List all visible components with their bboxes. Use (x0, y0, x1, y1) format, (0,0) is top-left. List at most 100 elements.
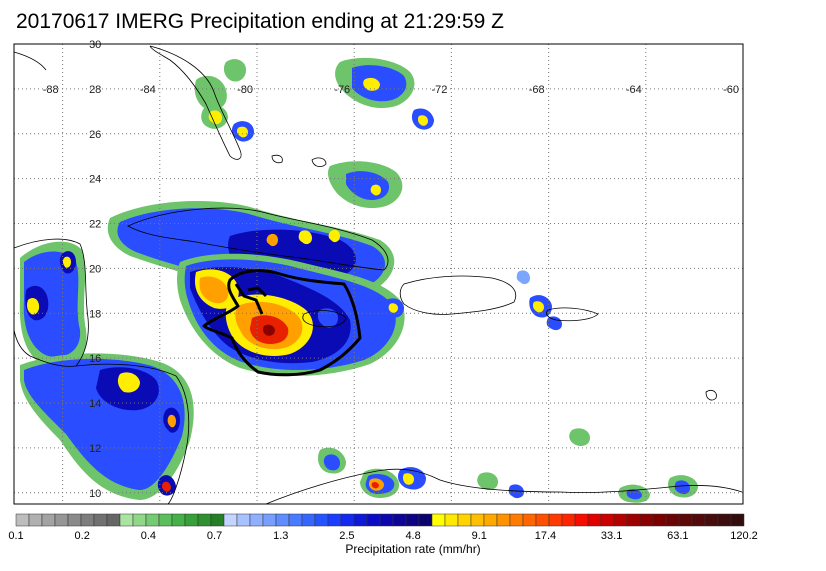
colorbar-swatch (210, 513, 225, 527)
lat-tick-labels: 30 28 26 24 22 20 18 16 14 12 10 (89, 39, 101, 500)
precip-cell (674, 480, 690, 495)
precip-cell (323, 454, 340, 471)
colorbar-label: 120.2 (730, 530, 758, 542)
lat-tick-label: 22 (89, 219, 101, 231)
colorbar-swatch (691, 513, 706, 527)
lat-tick-label: 24 (89, 174, 101, 186)
colorbar-label: 2.5 (339, 530, 354, 542)
precip-cell (370, 184, 381, 196)
colorbar-swatch (145, 513, 160, 527)
coastline-central-america (75, 363, 190, 505)
colorbar-swatch (405, 513, 420, 527)
colorbar-swatch (314, 513, 329, 527)
colorbar-swatch (379, 513, 394, 527)
colorbar-swatch (470, 513, 485, 527)
colorbar-swatch (54, 513, 69, 527)
precip-cell (194, 75, 227, 111)
colorbar-swatch (106, 513, 121, 527)
lon-tick-label: -72 (431, 84, 447, 96)
colorbar-swatch (522, 513, 537, 527)
precip-cell (62, 256, 71, 268)
precip-cell (626, 489, 642, 500)
colorbar-label: 4.8 (405, 530, 420, 542)
lat-tick-label: 18 (89, 308, 101, 320)
precipitation-field (19, 57, 698, 503)
coastlines (13, 45, 743, 505)
colorbar-swatch (392, 513, 407, 527)
lon-tick-label: -68 (529, 84, 545, 96)
colorbar-swatch (717, 513, 732, 527)
colorbar-swatch (678, 513, 693, 527)
colorbar-swatch (353, 513, 368, 527)
precip-cell (417, 115, 428, 126)
colorbar-swatch (548, 513, 563, 527)
precip-cell (388, 303, 398, 313)
lat-tick-label: 30 (89, 39, 101, 51)
colorbar-swatch (327, 513, 342, 527)
lon-tick-label: -88 (43, 84, 59, 96)
colorbar-swatch (197, 513, 212, 527)
precip-cell (117, 372, 140, 393)
lon-tick-label: -76 (334, 84, 350, 96)
colorbar-label: 1.3 (273, 530, 288, 542)
colorbar-swatch (652, 513, 667, 527)
colorbar-swatch (249, 513, 264, 527)
precip-cell (298, 230, 312, 245)
precip-cell (262, 324, 275, 336)
precip-cell (236, 126, 248, 138)
colorbar-label: 0.4 (141, 530, 156, 542)
colorbar-swatch (704, 513, 719, 527)
colorbar-swatch (639, 513, 654, 527)
coastline-mexico-north (13, 51, 47, 71)
precip-cell (23, 251, 81, 357)
precip-cell (161, 481, 171, 492)
colorbar-swatch (184, 513, 199, 527)
coastline-hispaniola (399, 275, 517, 315)
map-frame (13, 43, 744, 505)
lon-tick-label: -60 (723, 84, 739, 96)
colorbar-swatch (418, 513, 433, 527)
colorbar-swatch (340, 513, 355, 527)
colorbar-swatch (158, 513, 173, 527)
precip-cell (167, 414, 176, 428)
precip-cell (371, 481, 379, 489)
page-title: 20170617 IMERG Precipitation ending at 2… (16, 10, 504, 33)
colorbar-swatch (119, 513, 134, 527)
colorbar-label: 0.1 (8, 530, 23, 542)
colorbar-swatch (171, 513, 186, 527)
colorbar-swatch (444, 513, 459, 527)
storm-track (234, 283, 268, 315)
colorbar-swatch (15, 513, 30, 527)
precip-cell (208, 110, 222, 125)
colorbar-swatch (535, 513, 550, 527)
colorbar-swatch (483, 513, 498, 527)
colorbar-swatch (509, 513, 524, 527)
coastline-cuba (127, 207, 389, 271)
colorbar-swatch (665, 513, 680, 527)
colorbar-swatch (275, 513, 290, 527)
lat-tick-label: 20 (89, 263, 101, 275)
lon-tick-label: -64 (626, 84, 642, 96)
coastline-island (311, 157, 327, 168)
colorbar-swatch (626, 513, 641, 527)
precip-cell (363, 77, 380, 91)
coastline-yucatan (13, 238, 89, 367)
colorbar-swatch (561, 513, 576, 527)
lat-tick-label: 28 (89, 84, 101, 96)
colorbar-swatch (262, 513, 277, 527)
precip-cell (516, 270, 530, 285)
colorbar-swatch (730, 513, 745, 527)
lon-tick-label: -84 (140, 84, 156, 96)
colorbar-label: 0.2 (75, 530, 90, 542)
storm-contour-line (202, 269, 362, 377)
colorbar-swatch (496, 513, 511, 527)
lat-tick-label: 12 (89, 443, 101, 455)
colorbar-swatch (288, 513, 303, 527)
lat-tick-label: 26 (89, 129, 101, 141)
colorbar-label: 63.1 (667, 530, 688, 542)
lat-tick-label: 14 (89, 398, 101, 410)
colorbar-title: Precipitation rate (mm/hr) (345, 542, 481, 556)
colorbar-swatch (80, 513, 95, 527)
colorbar-label: 9.1 (472, 530, 487, 542)
